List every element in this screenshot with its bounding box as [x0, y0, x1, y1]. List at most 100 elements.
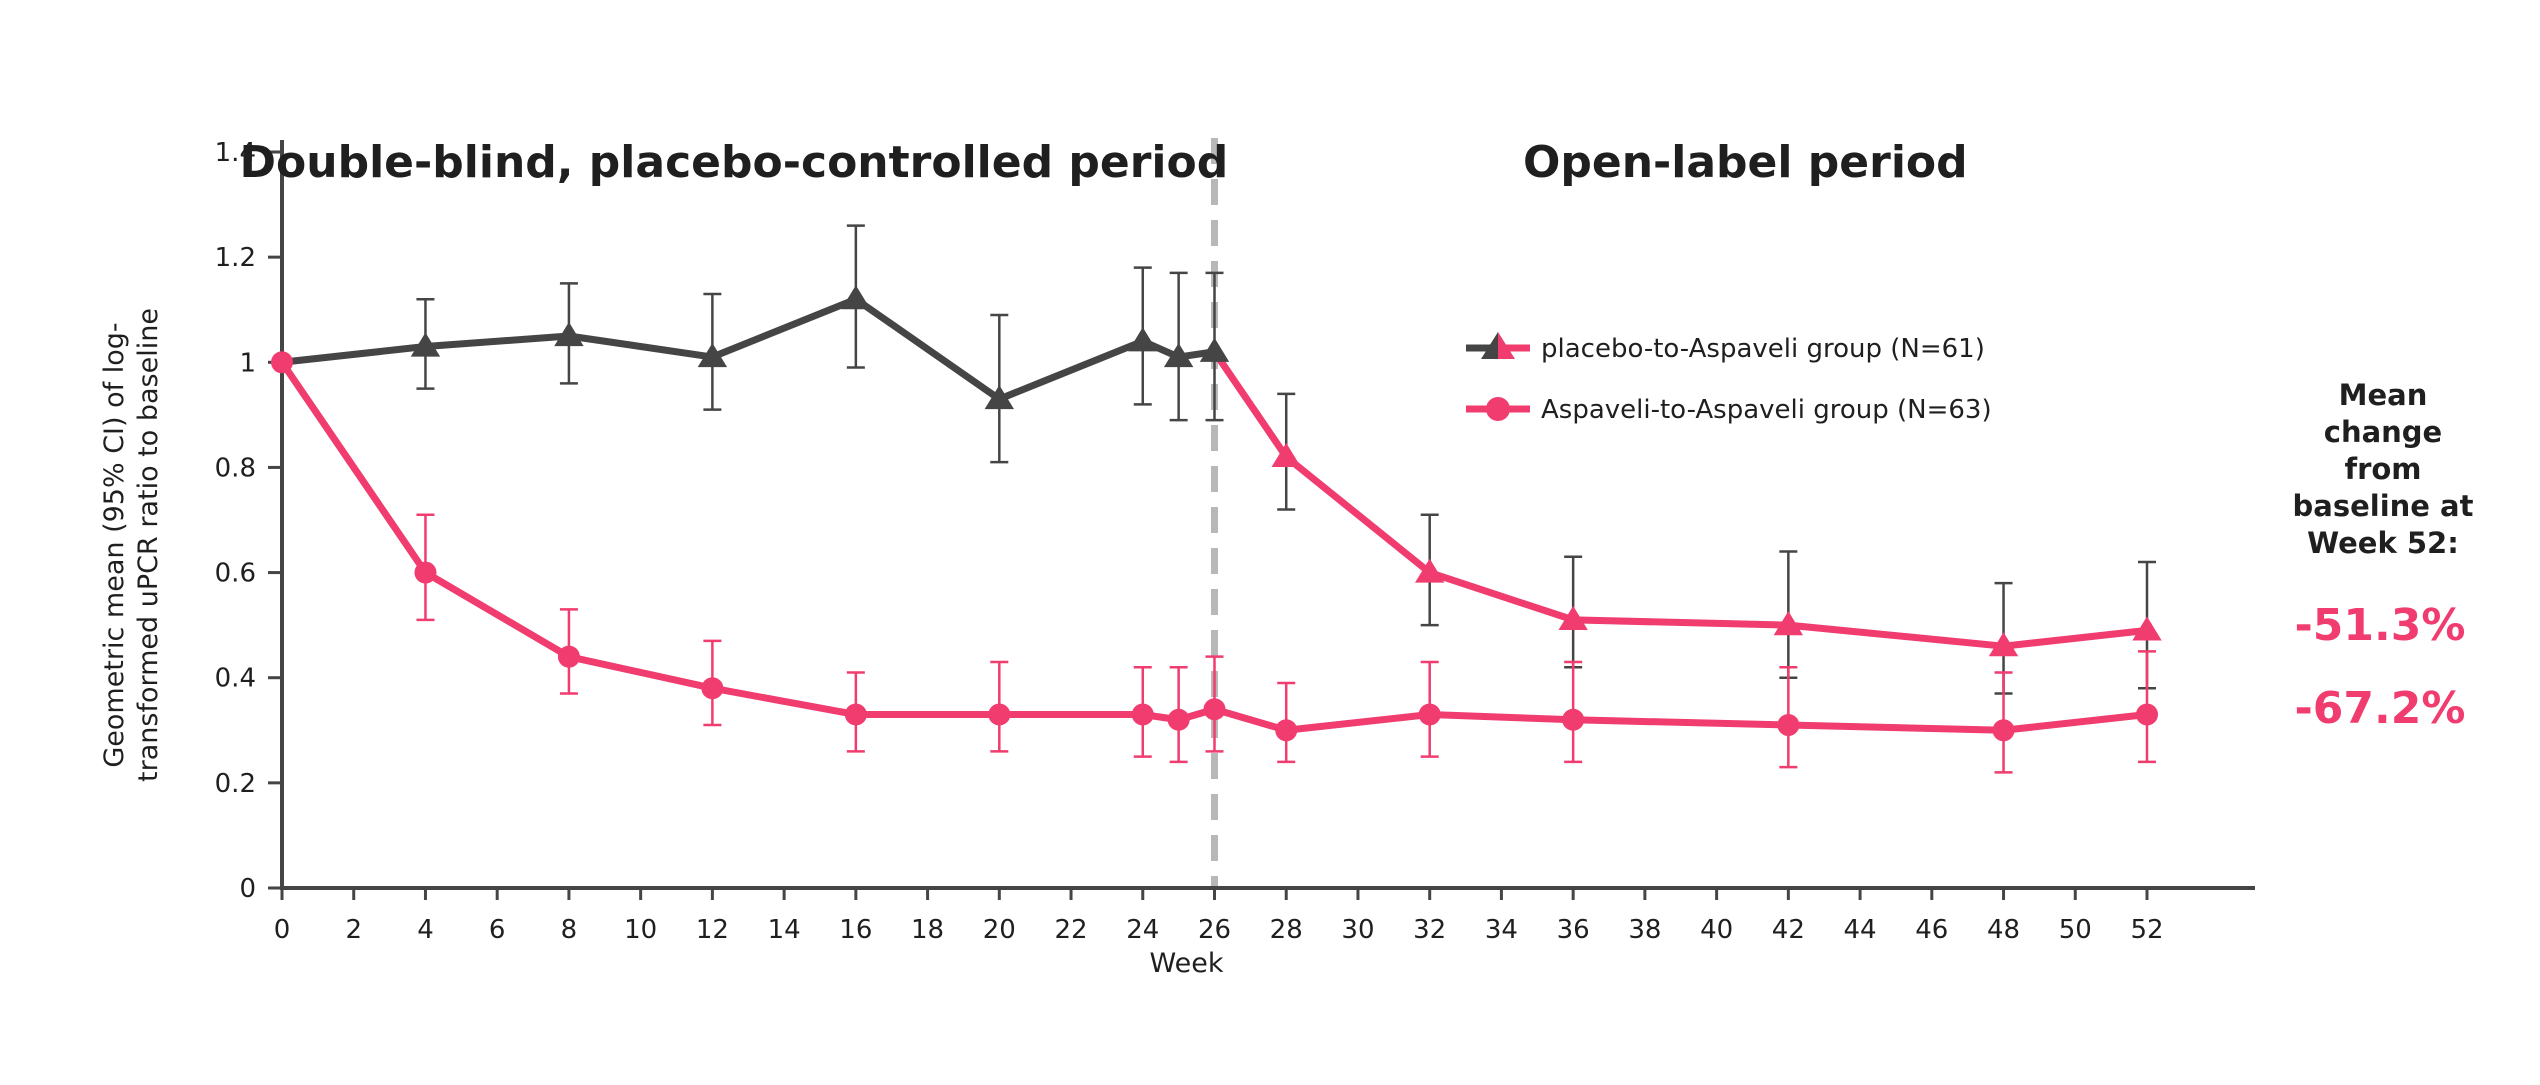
triangle-marker — [410, 332, 441, 357]
circle-marker — [988, 703, 1011, 726]
series-triangle-segment — [708, 295, 860, 361]
y-axis-title: Geometric mean (95% CI) of log-transform… — [99, 308, 164, 782]
circle-marker — [1275, 719, 1298, 742]
circle-marker — [1418, 703, 1441, 726]
y-tick-label: 0.6 — [215, 559, 256, 589]
mean-change-heading-line: Week 52: — [2307, 526, 2459, 560]
series-circle-segment — [1282, 711, 1434, 734]
y-tick-label: 1.4 — [215, 138, 256, 168]
circle-marker — [1992, 719, 2015, 742]
mean-change-value: -67.2% — [2295, 683, 2466, 734]
triangle-marker — [1414, 558, 1445, 583]
series-triangle-segment — [2000, 626, 2151, 650]
series-triangle-segment — [278, 343, 429, 366]
series-triangle-segment — [852, 295, 1003, 403]
x-tick-label: 40 — [1700, 915, 1733, 945]
legend-triangle-right — [1498, 332, 1515, 359]
legend-label: Aspaveli-to-Aspaveli group (N=63) — [1541, 395, 1992, 425]
series-triangle-segment — [1784, 621, 2008, 650]
series-circle-segment — [565, 653, 716, 692]
mean-change-value: -51.3% — [2295, 600, 2466, 651]
x-tick-label: 42 — [1772, 915, 1805, 945]
legend-triangle-left — [1481, 332, 1498, 359]
x-tick-label: 50 — [2059, 915, 2092, 945]
x-tick-label: 8 — [561, 915, 578, 945]
triangle-marker — [1163, 343, 1194, 368]
x-tick-label: 4 — [417, 915, 434, 945]
x-tick-label: 2 — [345, 915, 362, 945]
circle-marker — [844, 703, 867, 726]
x-tick-label: 48 — [1987, 915, 2020, 945]
series-circle-segment — [1211, 705, 1290, 734]
x-tick-label: 24 — [1126, 915, 1159, 945]
x-tick-label: 32 — [1413, 915, 1446, 945]
series-circle-segment — [1569, 716, 1792, 729]
x-tick-label: 36 — [1557, 915, 1590, 945]
circle-marker — [701, 677, 724, 700]
mean-change-heading-line: from — [2344, 452, 2421, 486]
triangle-marker — [1773, 611, 1804, 636]
series-circle-segment — [278, 358, 429, 577]
triangle-marker — [984, 385, 1015, 410]
y-tick-label: 0.2 — [215, 769, 256, 799]
x-tick-label: 12 — [696, 915, 729, 945]
circle-marker — [414, 561, 437, 584]
series-circle-segment — [1426, 711, 1577, 724]
y-tick-label: 0.4 — [215, 664, 256, 694]
x-axis-title: Week — [1150, 948, 1224, 979]
series-circle-segment — [2000, 711, 2151, 734]
x-tick-label: 18 — [911, 915, 944, 945]
legend-circle — [1486, 397, 1510, 421]
series-triangle-segment — [1211, 348, 1290, 461]
triangle-marker — [1271, 442, 1301, 467]
circle-marker — [2136, 703, 2158, 726]
series-circle-segment — [1784, 721, 2008, 734]
period-title: Double-blind, placebo-controlled period — [240, 137, 1229, 188]
y-axis-title-line: transformed uPCR ratio to baseline — [133, 308, 164, 782]
x-tick-label: 14 — [768, 915, 801, 945]
mean-change-heading-line: baseline at — [2293, 489, 2474, 523]
x-tick-label: 22 — [1054, 915, 1087, 945]
x-tick-label: 44 — [1844, 915, 1877, 945]
triangle-marker — [1199, 337, 1230, 362]
circle-marker — [1777, 714, 1800, 737]
x-tick-label: 10 — [624, 915, 657, 945]
x-tick-label: 34 — [1485, 915, 1518, 945]
mean-change-heading-line: Mean — [2339, 378, 2428, 412]
mean-change-heading-line: change — [2324, 415, 2442, 449]
x-tick-label: 16 — [839, 915, 872, 945]
circle-marker — [557, 645, 580, 668]
x-tick-label: 20 — [983, 915, 1016, 945]
x-tick-label: 46 — [1915, 915, 1948, 945]
legend-label: placebo-to-Aspaveli group (N=61) — [1541, 334, 1985, 364]
circle-marker — [271, 351, 293, 374]
y-axis-title-line: Geometric mean (95% CI) of log- — [99, 322, 130, 767]
x-tick-label: 28 — [1270, 915, 1303, 945]
circle-marker — [1131, 703, 1154, 726]
triangle-marker — [1128, 327, 1158, 352]
series-triangle-segment — [565, 332, 716, 361]
y-tick-label: 0 — [239, 874, 256, 904]
y-tick-label: 1 — [239, 348, 256, 378]
triangle-marker — [2132, 616, 2162, 641]
triangle-marker — [554, 322, 584, 347]
triangle-marker — [1558, 605, 1588, 630]
triangle-marker — [841, 285, 871, 310]
circle-marker — [1203, 698, 1226, 721]
y-tick-label: 0.8 — [215, 453, 256, 483]
x-tick-label: 6 — [489, 915, 506, 945]
x-tick-label: 38 — [1628, 915, 1661, 945]
series-triangle-segment — [1426, 569, 1577, 624]
y-tick-label: 1.2 — [215, 243, 256, 273]
period-title: Open-label period — [1523, 137, 1968, 188]
x-tick-label: 52 — [2130, 915, 2163, 945]
series-triangle-segment — [1282, 453, 1434, 577]
triangle-marker — [697, 343, 728, 368]
x-tick-label: 26 — [1198, 915, 1231, 945]
x-tick-label: 0 — [274, 915, 291, 945]
circle-marker — [1167, 708, 1190, 731]
series-circle-segment — [421, 569, 573, 661]
series-triangle-segment — [421, 332, 573, 351]
